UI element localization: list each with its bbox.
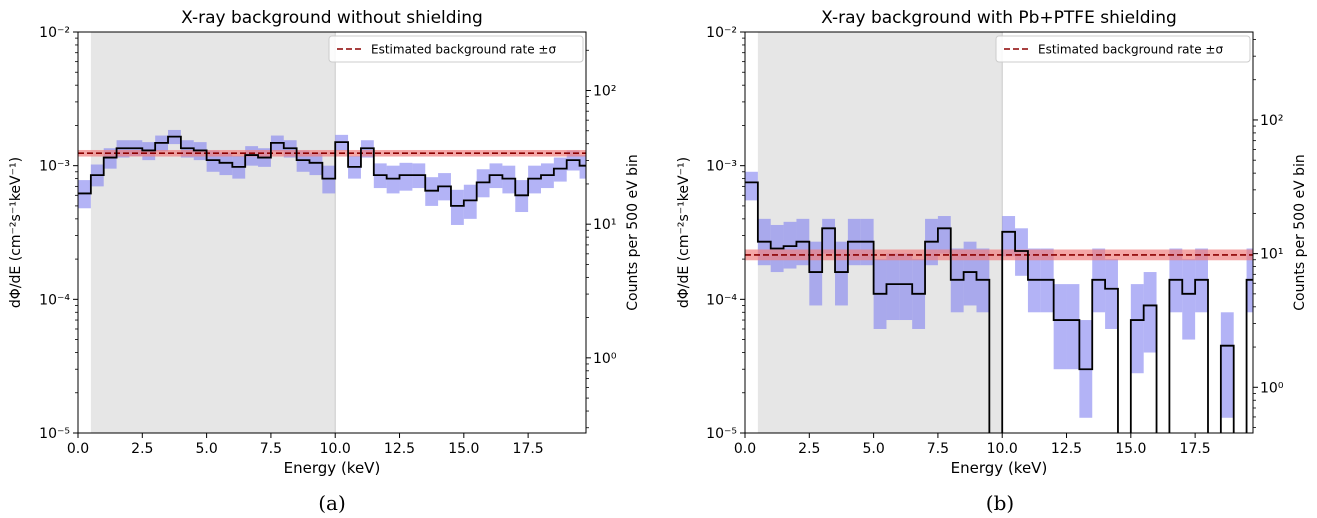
error-band-bin — [528, 165, 541, 194]
x-tick-label: 7.5 — [260, 441, 282, 457]
error-band-bin — [579, 155, 586, 179]
legend-box — [328, 35, 584, 63]
y-tick-label: 10⁻² — [706, 25, 737, 41]
y-tick-label: 10⁻³ — [39, 159, 70, 175]
data-step-line — [78, 135, 586, 207]
y-tick-label: 10⁻⁴ — [706, 292, 737, 308]
y2-tick-label: 10¹ — [1260, 247, 1283, 263]
data-step-line — [745, 181, 1253, 433]
shaded-region — [90, 32, 336, 433]
x-tick-label: 5.0 — [195, 441, 217, 457]
panel-caption: (b) — [986, 491, 1014, 515]
error-band-bin — [553, 157, 567, 182]
y2-tick-label: 10¹ — [593, 217, 616, 233]
y-tick-label: 10⁻⁵ — [39, 426, 70, 442]
y2-axis-label: Counts per 500 eV bin — [1292, 154, 1308, 311]
y2-tick-label: 10² — [1260, 113, 1283, 129]
y-tick-label: 10⁻⁴ — [39, 292, 70, 308]
error-band-bin — [386, 165, 400, 194]
legend-label: Estimated background rate ±σ — [371, 43, 556, 57]
error-band-bin — [745, 171, 758, 201]
error-band-bin — [309, 152, 323, 176]
x-tick-label: 0.0 — [734, 441, 756, 457]
legend-box — [995, 35, 1251, 63]
x-tick-label: 17.5 — [513, 441, 544, 457]
x-tick-label: 0.0 — [67, 441, 89, 457]
x-tick-label: 5.0 — [862, 441, 884, 457]
error-band-bin — [1053, 284, 1067, 370]
x-tick-label: 15.0 — [448, 441, 479, 457]
y2-tick-label: 10² — [593, 84, 616, 100]
error-band-bin — [322, 165, 336, 194]
chart-panel-0: 0.0 2.5 5.0 7.5 10.0 12.5 15.0 17.5 10⁻⁵ 10⁻⁴ 10⁻³… — [8, 8, 641, 515]
x-tick-label: 10.0 — [987, 441, 1018, 457]
error-band-bin — [1066, 284, 1080, 370]
error-band-bin — [937, 216, 951, 254]
x-axis-label: Energy (keV) — [951, 459, 1048, 477]
error-band-bin — [1143, 272, 1157, 353]
x-axis-label: Energy (keV) — [284, 459, 381, 477]
x-tick-label: 2.5 — [798, 441, 820, 457]
error-band-bin — [1182, 259, 1196, 340]
y-tick-label: 10⁻³ — [706, 159, 737, 175]
x-tick-label: 12.5 — [384, 441, 415, 457]
x-tick-label: 7.5 — [927, 441, 949, 457]
error-band-bin — [399, 162, 413, 191]
error-band-bin — [476, 169, 490, 198]
chart-panel-1: 0.0 2.5 5.0 7.5 10.0 12.5 15.0 17.5 10⁻⁵ 10⁻⁴ 10⁻³… — [676, 8, 1308, 515]
y-tick-label: 10⁻² — [39, 25, 70, 41]
plot-area — [745, 32, 1253, 433]
error-band-bin — [219, 152, 233, 176]
error-band-bin — [899, 253, 913, 321]
error-band-bin — [502, 165, 516, 194]
y-axis-label: dΦ/dE (cm⁻²s⁻¹keV⁻¹) — [676, 157, 692, 308]
y2-tick-label: 10⁰ — [593, 351, 617, 367]
legend-label: Estimated background rate ±σ — [1038, 43, 1223, 57]
y-axis-label: dΦ/dE (cm⁻²s⁻¹keV⁻¹) — [8, 157, 24, 308]
error-band-bin — [463, 184, 477, 219]
error-band-bin — [1105, 259, 1118, 329]
error-band-bin — [1130, 284, 1144, 374]
y-tick-label: 10⁻⁵ — [706, 426, 737, 442]
chart-title: X-ray background without shielding — [181, 8, 483, 28]
error-band-bin — [1002, 216, 1016, 257]
error-band-bin — [822, 218, 836, 254]
y2-axis-label: Counts per 500 eV bin — [625, 154, 641, 311]
y2-tick-label: 10⁰ — [1260, 380, 1284, 396]
x-tick-label: 15.0 — [1115, 441, 1146, 457]
panel-caption: (a) — [318, 491, 346, 515]
x-tick-label: 10.0 — [320, 441, 351, 457]
x-tick-label: 2.5 — [131, 441, 153, 457]
error-band-bin — [450, 189, 464, 225]
error-band-bin — [783, 221, 797, 269]
axes-frame — [77, 31, 587, 434]
error-band-bin — [886, 253, 900, 321]
x-tick-label: 17.5 — [1180, 441, 1211, 457]
x-tick-label: 12.5 — [1051, 441, 1082, 457]
error-band-bin — [1220, 312, 1234, 418]
chart-title: X-ray background with Pb+PTFE shielding — [821, 8, 1177, 28]
axes-frame — [744, 31, 1254, 434]
plot-area — [78, 32, 586, 433]
